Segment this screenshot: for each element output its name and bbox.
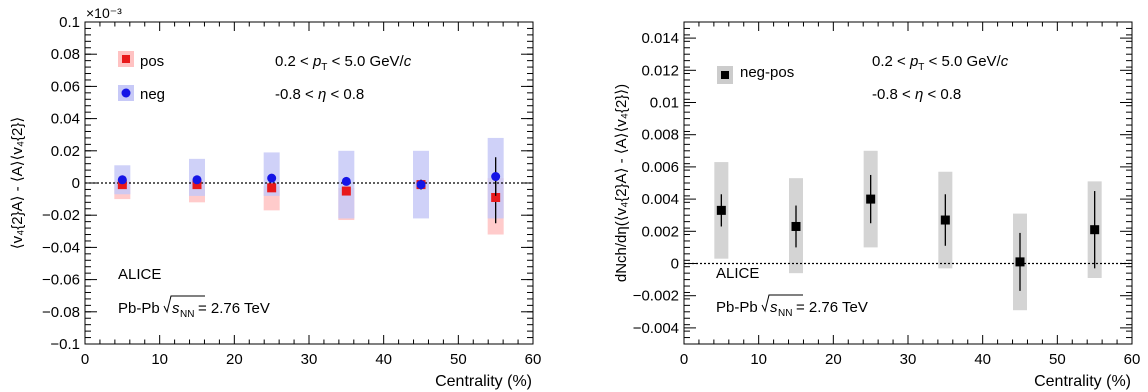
left-y-tick-label: 0.1 [59,14,80,31]
legend-negpos-label: neg-pos [740,64,794,81]
left-pos-point [491,192,501,202]
left-x-tick-label: 30 [301,351,318,368]
right-x-tick-label: 30 [900,351,917,368]
left-neg-point [192,175,202,185]
legend-neg-label: neg [140,86,165,103]
legend-pos-marker [122,55,130,63]
left-x-tick-label: 60 [525,351,542,368]
left-y-tick-label: 0.06 [51,78,80,95]
left-y-tick-label: 0 [72,175,80,192]
left-y-tick-label: 0.04 [51,111,80,128]
legend-neg-marker [121,88,131,98]
left-x-tick-label: 50 [450,351,467,368]
right-chart: 0 10 20 30 40 50 60 −0.004 −0.002 0 0.002 0.004 0.00… [613,21,1141,390]
right-y-tick-label: 0.014 [641,30,679,47]
svg-text:NN: NN [778,308,792,319]
right-system-label: Pb-Pb s NN = 2.76 TeV [716,294,868,319]
left-x-axis-label: Centrality (%) [435,373,532,390]
left-neg-point [416,180,426,190]
right-x-axis-label: Centrality (%) [1034,373,1131,390]
left-y-multiplier: ×10⁻³ [86,5,122,21]
right-neg-pos-point [716,205,726,215]
right-y-tick-label: 0.006 [641,159,679,176]
svg-text:= 2.76 TeV: = 2.76 TeV [198,300,270,317]
right-pt-range: 0.2 < pT < 5.0 GeV/c [872,53,1009,73]
right-x-tick-label: 10 [750,351,767,368]
left-y-tick-label: −0.02 [42,207,80,224]
left-x-tick-label: 40 [375,351,392,368]
right-systematic-bands [714,150,1102,311]
left-neg-point [267,173,277,183]
left-pos-point [117,180,127,190]
right-y-tick-label: 0.002 [641,223,679,240]
left-pos-point [341,186,351,196]
legend-pos-label: pos [140,53,164,70]
left-system-label: Pb-Pb s NN = 2.76 TeV [118,295,270,320]
right-x-tick-label: 60 [1124,351,1141,368]
left-experiment-label: ALICE [118,266,161,283]
left-y-tick-label: −0.08 [42,304,80,321]
right-neg-pos-point [1090,225,1100,235]
left-eta-range: -0.8 < η < 0.8 [275,86,364,103]
left-pos-point [192,180,202,190]
right-neg-pos-point [866,194,876,204]
right-data-points [716,174,1100,291]
right-y-tick-label: 0.008 [641,127,679,144]
right-y-tick-label: −0.002 [633,288,679,305]
right-eta-range: -0.8 < η < 0.8 [872,86,961,103]
left-x-tick-label: 10 [151,351,168,368]
right-axis-ticks: 0 10 20 30 40 50 60 −0.004 −0.002 0 0.002 0.004 0.00… [633,21,1141,368]
right-y-axis-label: dNch/dη(⟨v₄{2}A⟩ - ⟨A⟩⟨v₄{2}⟩) [613,84,630,282]
svg-text:s: s [172,300,180,317]
right-y-tick-label: 0.012 [641,62,679,79]
left-neg-point [491,172,501,182]
left-data-points [117,157,501,224]
left-y-tick-label: 0.02 [51,143,80,160]
right-neg-pos-point [1015,257,1025,267]
left-neg-point [341,176,351,186]
left-axis-ticks: 0 10 20 30 40 50 60 −0.1 −0.08 −0.06 −0.04 −0.02 0 0.… [42,14,541,368]
svg-text:= 2.76 TeV: = 2.76 TeV [796,299,868,316]
svg-text:s: s [770,299,778,316]
right-x-tick-label: 40 [974,351,991,368]
left-pos-point [267,183,277,193]
left-x-tick-label: 20 [226,351,243,368]
right-neg-pos-point [791,221,801,231]
right-x-tick-label: 0 [680,351,688,368]
right-y-tick-label: −0.004 [633,320,679,337]
left-y-tick-label: −0.04 [42,239,80,256]
svg-text:NN: NN [180,309,194,320]
right-experiment-label: ALICE [716,265,759,282]
left-y-tick-label: −0.1 [50,336,80,353]
right-y-tick-label: 0.01 [650,95,679,112]
svg-text:Pb-Pb: Pb-Pb [716,299,758,316]
left-x-tick-label: 0 [81,351,89,368]
right-y-tick-label: 0 [671,256,679,273]
left-systematic-bands [114,137,504,235]
left-neg-point [117,175,127,185]
right-x-tick-label: 50 [1049,351,1066,368]
legend-negpos-marker [721,71,729,79]
right-x-tick-label: 20 [825,351,842,368]
right-neg-pos-point [940,215,950,225]
left-chart: 0 10 20 30 40 50 60 −0.1 −0.08 −0.06 −0.04 −0.02 0 0.… [9,5,541,390]
right-y-tick-label: 0.004 [641,191,679,208]
left-y-tick-label: 0.08 [51,46,80,63]
left-y-axis-label: ⟨v₄{2}A⟩ - ⟨A⟩⟨v₄{2}⟩ [9,117,26,249]
left-pt-range: 0.2 < pT < 5.0 GeV/c [275,53,412,73]
svg-text:Pb-Pb: Pb-Pb [118,300,160,317]
left-y-tick-label: −0.06 [42,272,80,289]
